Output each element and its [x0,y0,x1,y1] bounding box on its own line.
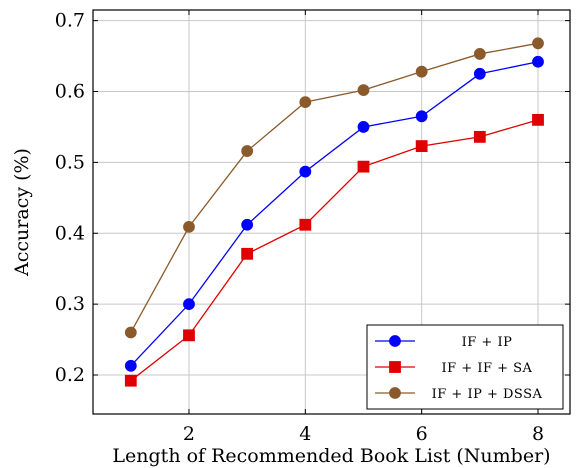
x-tick-label: 4 [299,423,311,445]
data-point [124,326,137,339]
series-line [130,42,539,333]
series-line [130,61,539,367]
data-point [473,67,486,80]
data-point [532,55,544,68]
data-point [357,121,370,133]
legend-label: IF + IF + SA [442,361,533,376]
y-tick-label: 0.2 [55,364,85,386]
x-tick-label: 8 [532,423,544,445]
data-point [183,298,195,311]
data-point [299,165,312,178]
legend-entry: IF + IP [375,335,512,350]
data-point [299,218,312,231]
y-tick-label: 0.6 [55,81,85,103]
series-1 [124,55,544,372]
data-point [241,145,254,157]
data-point [124,359,137,372]
data-point [299,96,312,109]
y-tick-label: 0.7 [55,10,85,32]
series-line [130,119,539,382]
data-point [532,113,544,126]
legend-label: IF + IP [462,335,513,350]
legend-marker [389,387,401,399]
tick-labels: 2 4 6 8 0.2 0.3 0.4 0.5 0.6 0.7 [55,10,570,445]
legend-marker [389,335,401,347]
data-point [241,218,254,231]
series-2 [124,113,544,387]
legend-entry: IF + IP + DSSA [375,387,542,402]
y-tick-label: 0.5 [55,151,85,173]
data-point [183,329,195,342]
x-tick-label: 6 [416,423,428,445]
data-point [473,48,486,60]
data-point [532,37,544,50]
data-point [473,130,486,143]
y-axis-title: Accuracy (%) [11,148,33,277]
legend-entry: IF + IF + SA [375,361,533,376]
plot-frame [92,9,571,415]
legend-marker [389,361,401,373]
data-point [415,65,428,78]
data-point [124,374,137,387]
legend: IF + IP IF + IF + SA IF + IP + DSSA [366,324,564,410]
data-point [183,220,195,233]
y-tick-label: 0.4 [55,222,85,244]
x-axis-title: Length of Recommended Book List (Number) [112,445,550,467]
legend-label: IF + IP + DSSA [432,387,543,402]
y-tick-label: 0.3 [55,293,85,315]
x-tick-label: 2 [183,423,195,445]
data-point [357,84,370,96]
data-point [415,110,428,123]
axes [92,9,571,415]
series-3 [124,37,544,339]
data-series [124,37,544,387]
data-point [415,140,428,152]
data-point [241,247,254,260]
data-point [357,160,370,173]
